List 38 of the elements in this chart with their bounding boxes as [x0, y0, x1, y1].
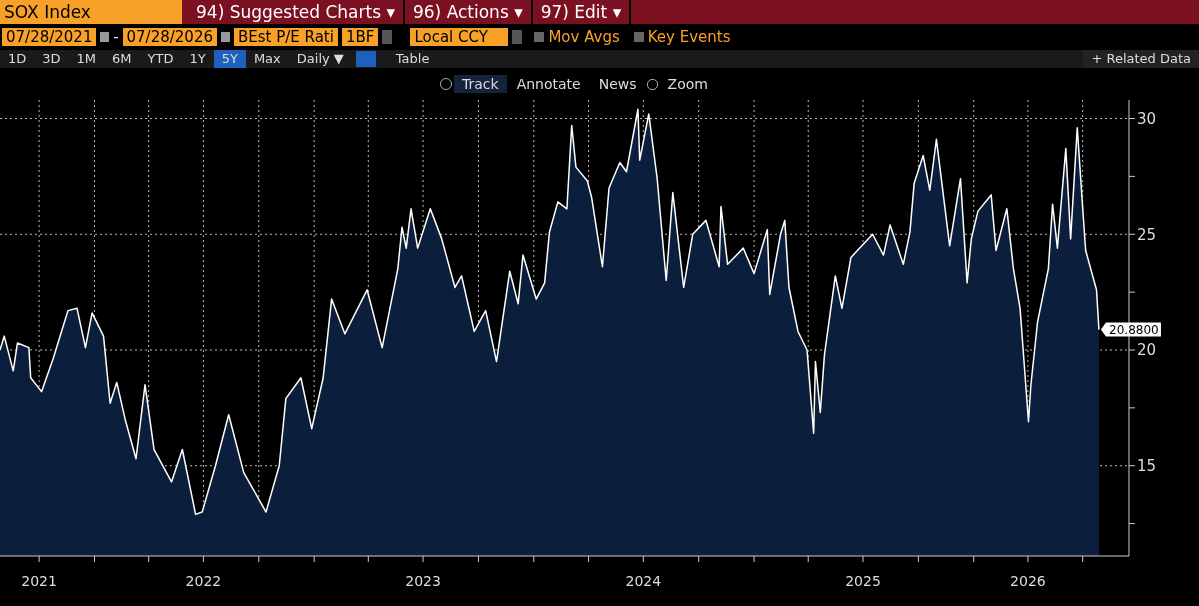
- y-tick-label: 20: [1137, 341, 1157, 360]
- text: 97) Edit ▾: [540, 2, 622, 22]
- text: 3D: [42, 51, 61, 66]
- text: Track: [462, 76, 499, 92]
- text: 1D: [8, 51, 27, 66]
- x-tick-label: 2024: [625, 572, 662, 589]
- text: 07/28/2021: [6, 28, 93, 46]
- text: Key Events: [647, 28, 731, 46]
- text: Mov Avgs: [548, 28, 620, 46]
- data-label: 20.8800: [1109, 322, 1159, 337]
- text: 1Y: [189, 51, 206, 66]
- chart-title: SOX Index: [4, 2, 91, 22]
- text: Local CCY: [414, 28, 488, 46]
- text: Max: [253, 51, 281, 66]
- text: Daily ▼: [296, 51, 344, 66]
- text: Zoom: [667, 76, 708, 92]
- text: 94) Suggested Charts ▾: [196, 2, 395, 22]
- x-tick-label: 2022: [185, 572, 222, 589]
- text: YTD: [147, 51, 174, 66]
- y-tick-label: 15: [1137, 457, 1157, 476]
- text: BEst P/E Rati: [238, 28, 334, 46]
- text: -: [113, 29, 119, 45]
- y-tick-label: 25: [1137, 225, 1157, 244]
- text: 07/28/2026: [126, 28, 213, 46]
- text: Table: [395, 51, 430, 66]
- text: News: [598, 76, 637, 92]
- x-tick-label: 2026: [1010, 572, 1046, 589]
- text: 5Y: [221, 51, 238, 66]
- text: 96) Actions ▾: [412, 2, 523, 22]
- x-tick-label: 2023: [405, 572, 441, 589]
- y-tick-label: 30: [1137, 109, 1157, 128]
- x-tick-label: 2025: [845, 572, 881, 589]
- text: + Related Data: [1091, 51, 1191, 66]
- text: 1BF: [345, 28, 375, 46]
- text: 1M: [76, 51, 97, 66]
- x-tick-label: 2021: [21, 572, 57, 589]
- text: Annotate: [516, 76, 581, 92]
- text: 6M: [112, 51, 132, 66]
